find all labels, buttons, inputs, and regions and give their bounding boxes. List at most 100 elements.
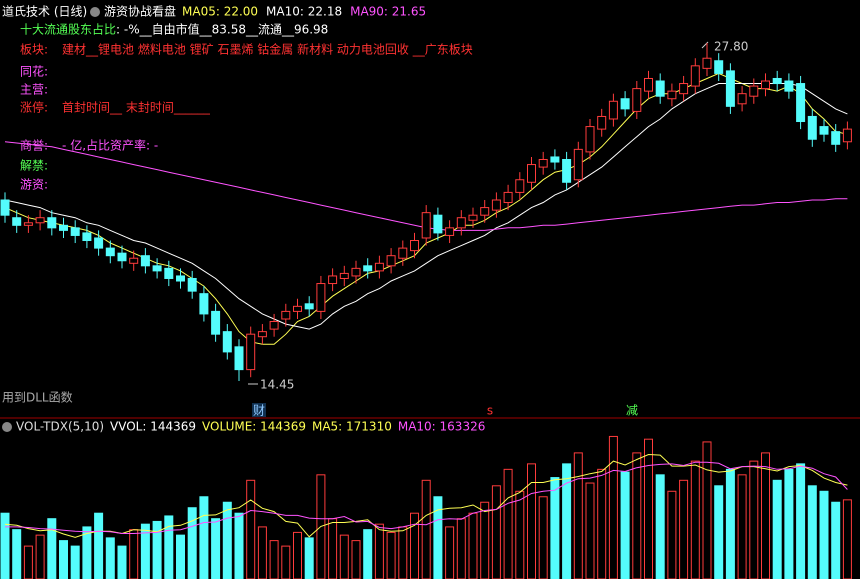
info-text: 首封时间__ 末封时间______	[62, 101, 211, 115]
volume-bar	[246, 479, 256, 579]
candle-body	[316, 283, 326, 312]
candle-body	[632, 88, 642, 112]
volume-bar	[679, 479, 689, 579]
candle-body	[796, 83, 806, 123]
legend-entry: MA10: 22.18	[266, 5, 342, 19]
volume-bar	[714, 485, 724, 579]
volume-bar	[620, 471, 630, 579]
candle-body	[328, 275, 338, 285]
volume-legend: VOL-TDX(5,10)	[16, 420, 104, 434]
volume-bar	[281, 545, 291, 579]
candle-body	[597, 115, 607, 130]
candle-body	[105, 247, 115, 257]
candle-body	[620, 98, 630, 110]
candle-body	[152, 265, 162, 272]
volume-bar	[655, 474, 665, 579]
info-label: 涨停:	[20, 100, 48, 115]
candle-body	[246, 333, 256, 371]
volume-bar	[749, 460, 759, 579]
legend-entry: MA05: 22.00	[182, 5, 258, 19]
volume-bar	[94, 512, 104, 579]
volume-bar	[0, 512, 10, 579]
candle-body	[702, 57, 712, 69]
volume-bar	[363, 529, 373, 579]
info-label: 解禁:	[20, 159, 48, 173]
candle-body	[12, 217, 22, 226]
volume-bar	[12, 529, 22, 579]
candle-body	[82, 232, 92, 242]
candle-body	[503, 191, 513, 204]
volume-bar	[304, 537, 314, 579]
ma-line	[4, 453, 848, 538]
volume-bar	[222, 501, 232, 579]
volume-legend: VVOL: 144369	[110, 420, 196, 434]
candle-body	[772, 77, 782, 85]
candle-body	[807, 115, 817, 140]
candle-body	[421, 212, 431, 239]
candle-body	[608, 100, 618, 120]
volume-bar	[269, 540, 279, 579]
candle-body	[199, 293, 209, 315]
volume-bar	[456, 518, 466, 579]
candle-body	[585, 126, 595, 153]
candle-body	[70, 227, 80, 236]
volume-bar	[527, 463, 536, 579]
marker: 减	[626, 404, 638, 418]
volume-bar	[234, 512, 244, 579]
candle-body	[456, 217, 466, 229]
candle-body	[491, 199, 501, 211]
candle-body	[550, 156, 560, 163]
candle-body	[269, 321, 279, 330]
candle-body	[725, 70, 735, 107]
volume-bar	[70, 545, 80, 579]
candle-body	[538, 158, 548, 168]
info-text: - 亿,占比资产率: -	[62, 138, 158, 153]
candle-body	[117, 252, 127, 262]
ma-line	[5, 461, 848, 534]
marker: s	[487, 404, 493, 418]
volume-bar	[199, 496, 209, 579]
volume-bar	[585, 482, 595, 579]
volume-bar	[667, 490, 677, 579]
volume-bar	[374, 523, 384, 579]
menu-icon[interactable]	[90, 7, 100, 17]
candle-body	[351, 267, 361, 277]
volume-bar	[176, 534, 185, 579]
candle-body	[187, 277, 197, 292]
volume-bar	[831, 501, 841, 579]
info-label: 主营:	[20, 83, 48, 97]
candle-body	[784, 80, 794, 92]
volume-bar	[597, 468, 607, 579]
marker: 财	[253, 404, 265, 418]
volume-bar	[293, 531, 302, 579]
volume-bar	[328, 518, 338, 579]
candle-body	[714, 60, 724, 74]
volume-bar	[690, 460, 700, 579]
volume-bar	[410, 512, 419, 579]
volume-bar	[82, 526, 92, 579]
volume-bar	[105, 537, 115, 579]
volume-bar	[398, 526, 408, 579]
candle-body	[339, 272, 349, 279]
volume-bar	[386, 531, 396, 579]
candle-body	[445, 227, 455, 236]
candle-body	[819, 126, 829, 135]
candle-body	[468, 214, 478, 221]
candle-body	[35, 217, 45, 224]
candle-body	[23, 222, 33, 226]
volume-bar	[47, 518, 57, 579]
volume-bar	[129, 529, 139, 579]
candle-body	[222, 331, 232, 353]
menu-icon[interactable]	[2, 422, 12, 432]
annotation: 14.45	[260, 378, 294, 392]
candle-body	[527, 164, 536, 183]
volume-bar	[819, 490, 829, 579]
candle-body	[831, 131, 841, 145]
volume-bar	[480, 501, 490, 579]
candle-body	[59, 224, 68, 231]
candle-body	[386, 255, 396, 267]
info-label: 板块:	[20, 43, 48, 57]
volume-bar	[573, 452, 583, 579]
annotation: 27.80	[714, 40, 748, 54]
candle-body	[281, 310, 291, 320]
